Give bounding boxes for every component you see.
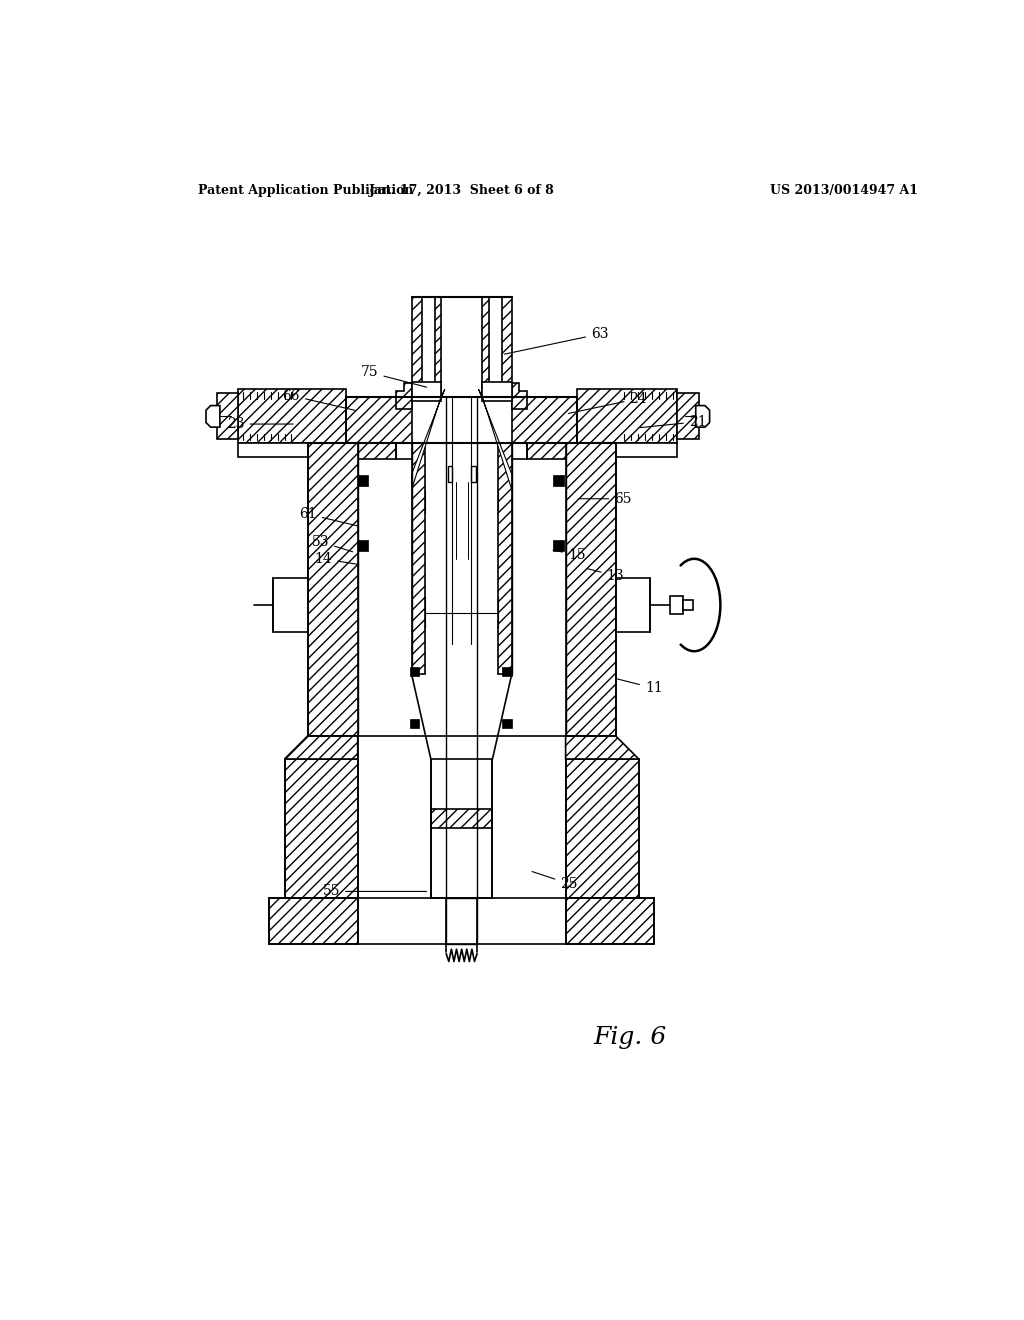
Polygon shape bbox=[565, 898, 654, 944]
Text: Fig. 6: Fig. 6 bbox=[593, 1026, 667, 1049]
Bar bbox=[553, 475, 564, 486]
Text: 66: 66 bbox=[283, 388, 355, 411]
Text: 53: 53 bbox=[311, 535, 352, 552]
Text: Jan. 17, 2013  Sheet 6 of 8: Jan. 17, 2013 Sheet 6 of 8 bbox=[369, 185, 555, 197]
Polygon shape bbox=[346, 444, 396, 459]
Polygon shape bbox=[346, 397, 412, 444]
Polygon shape bbox=[482, 297, 488, 397]
Polygon shape bbox=[615, 578, 650, 632]
Polygon shape bbox=[512, 383, 527, 409]
Polygon shape bbox=[565, 444, 615, 737]
Polygon shape bbox=[512, 397, 578, 444]
Polygon shape bbox=[206, 405, 220, 428]
Polygon shape bbox=[239, 389, 346, 444]
Polygon shape bbox=[578, 389, 677, 444]
Text: 25: 25 bbox=[532, 871, 578, 891]
Polygon shape bbox=[412, 389, 444, 490]
Text: 21: 21 bbox=[640, 414, 707, 429]
Polygon shape bbox=[412, 444, 425, 675]
Text: 13: 13 bbox=[588, 569, 624, 582]
Polygon shape bbox=[239, 444, 339, 457]
Text: 23: 23 bbox=[227, 417, 293, 432]
Bar bbox=[410, 667, 419, 676]
Polygon shape bbox=[527, 444, 578, 459]
Text: Patent Application Publication: Patent Application Publication bbox=[199, 185, 414, 197]
Polygon shape bbox=[217, 393, 239, 440]
Bar bbox=[503, 667, 512, 676]
Polygon shape bbox=[412, 381, 441, 401]
Polygon shape bbox=[670, 595, 683, 614]
Polygon shape bbox=[273, 578, 307, 632]
Polygon shape bbox=[269, 898, 357, 944]
Bar bbox=[410, 719, 419, 729]
Polygon shape bbox=[435, 297, 441, 397]
Polygon shape bbox=[471, 466, 475, 482]
Polygon shape bbox=[585, 444, 677, 457]
Polygon shape bbox=[285, 737, 357, 759]
Bar bbox=[357, 540, 369, 552]
Bar bbox=[357, 475, 369, 486]
Text: 11: 11 bbox=[616, 678, 663, 696]
Polygon shape bbox=[482, 381, 512, 401]
Polygon shape bbox=[695, 405, 710, 428]
Polygon shape bbox=[677, 393, 698, 440]
Text: 55: 55 bbox=[323, 884, 427, 899]
Text: 61: 61 bbox=[299, 507, 357, 525]
Text: 63: 63 bbox=[505, 327, 608, 354]
Text: 75: 75 bbox=[360, 366, 427, 387]
Bar bbox=[553, 540, 564, 552]
Text: 14: 14 bbox=[314, 552, 358, 566]
Polygon shape bbox=[431, 809, 493, 829]
Text: 65: 65 bbox=[579, 492, 632, 506]
Polygon shape bbox=[565, 759, 639, 898]
Polygon shape bbox=[565, 737, 639, 759]
Text: 24: 24 bbox=[568, 392, 647, 413]
Polygon shape bbox=[307, 444, 357, 737]
Polygon shape bbox=[412, 297, 422, 397]
Polygon shape bbox=[446, 898, 477, 944]
Polygon shape bbox=[498, 444, 512, 675]
Text: US 2013/0014947 A1: US 2013/0014947 A1 bbox=[770, 185, 918, 197]
Polygon shape bbox=[447, 466, 453, 482]
Polygon shape bbox=[396, 383, 412, 409]
Polygon shape bbox=[478, 389, 512, 490]
Polygon shape bbox=[431, 759, 493, 898]
Text: 15: 15 bbox=[553, 548, 586, 562]
Polygon shape bbox=[502, 297, 512, 397]
Bar bbox=[503, 719, 512, 729]
Polygon shape bbox=[683, 601, 692, 610]
Polygon shape bbox=[285, 759, 357, 898]
